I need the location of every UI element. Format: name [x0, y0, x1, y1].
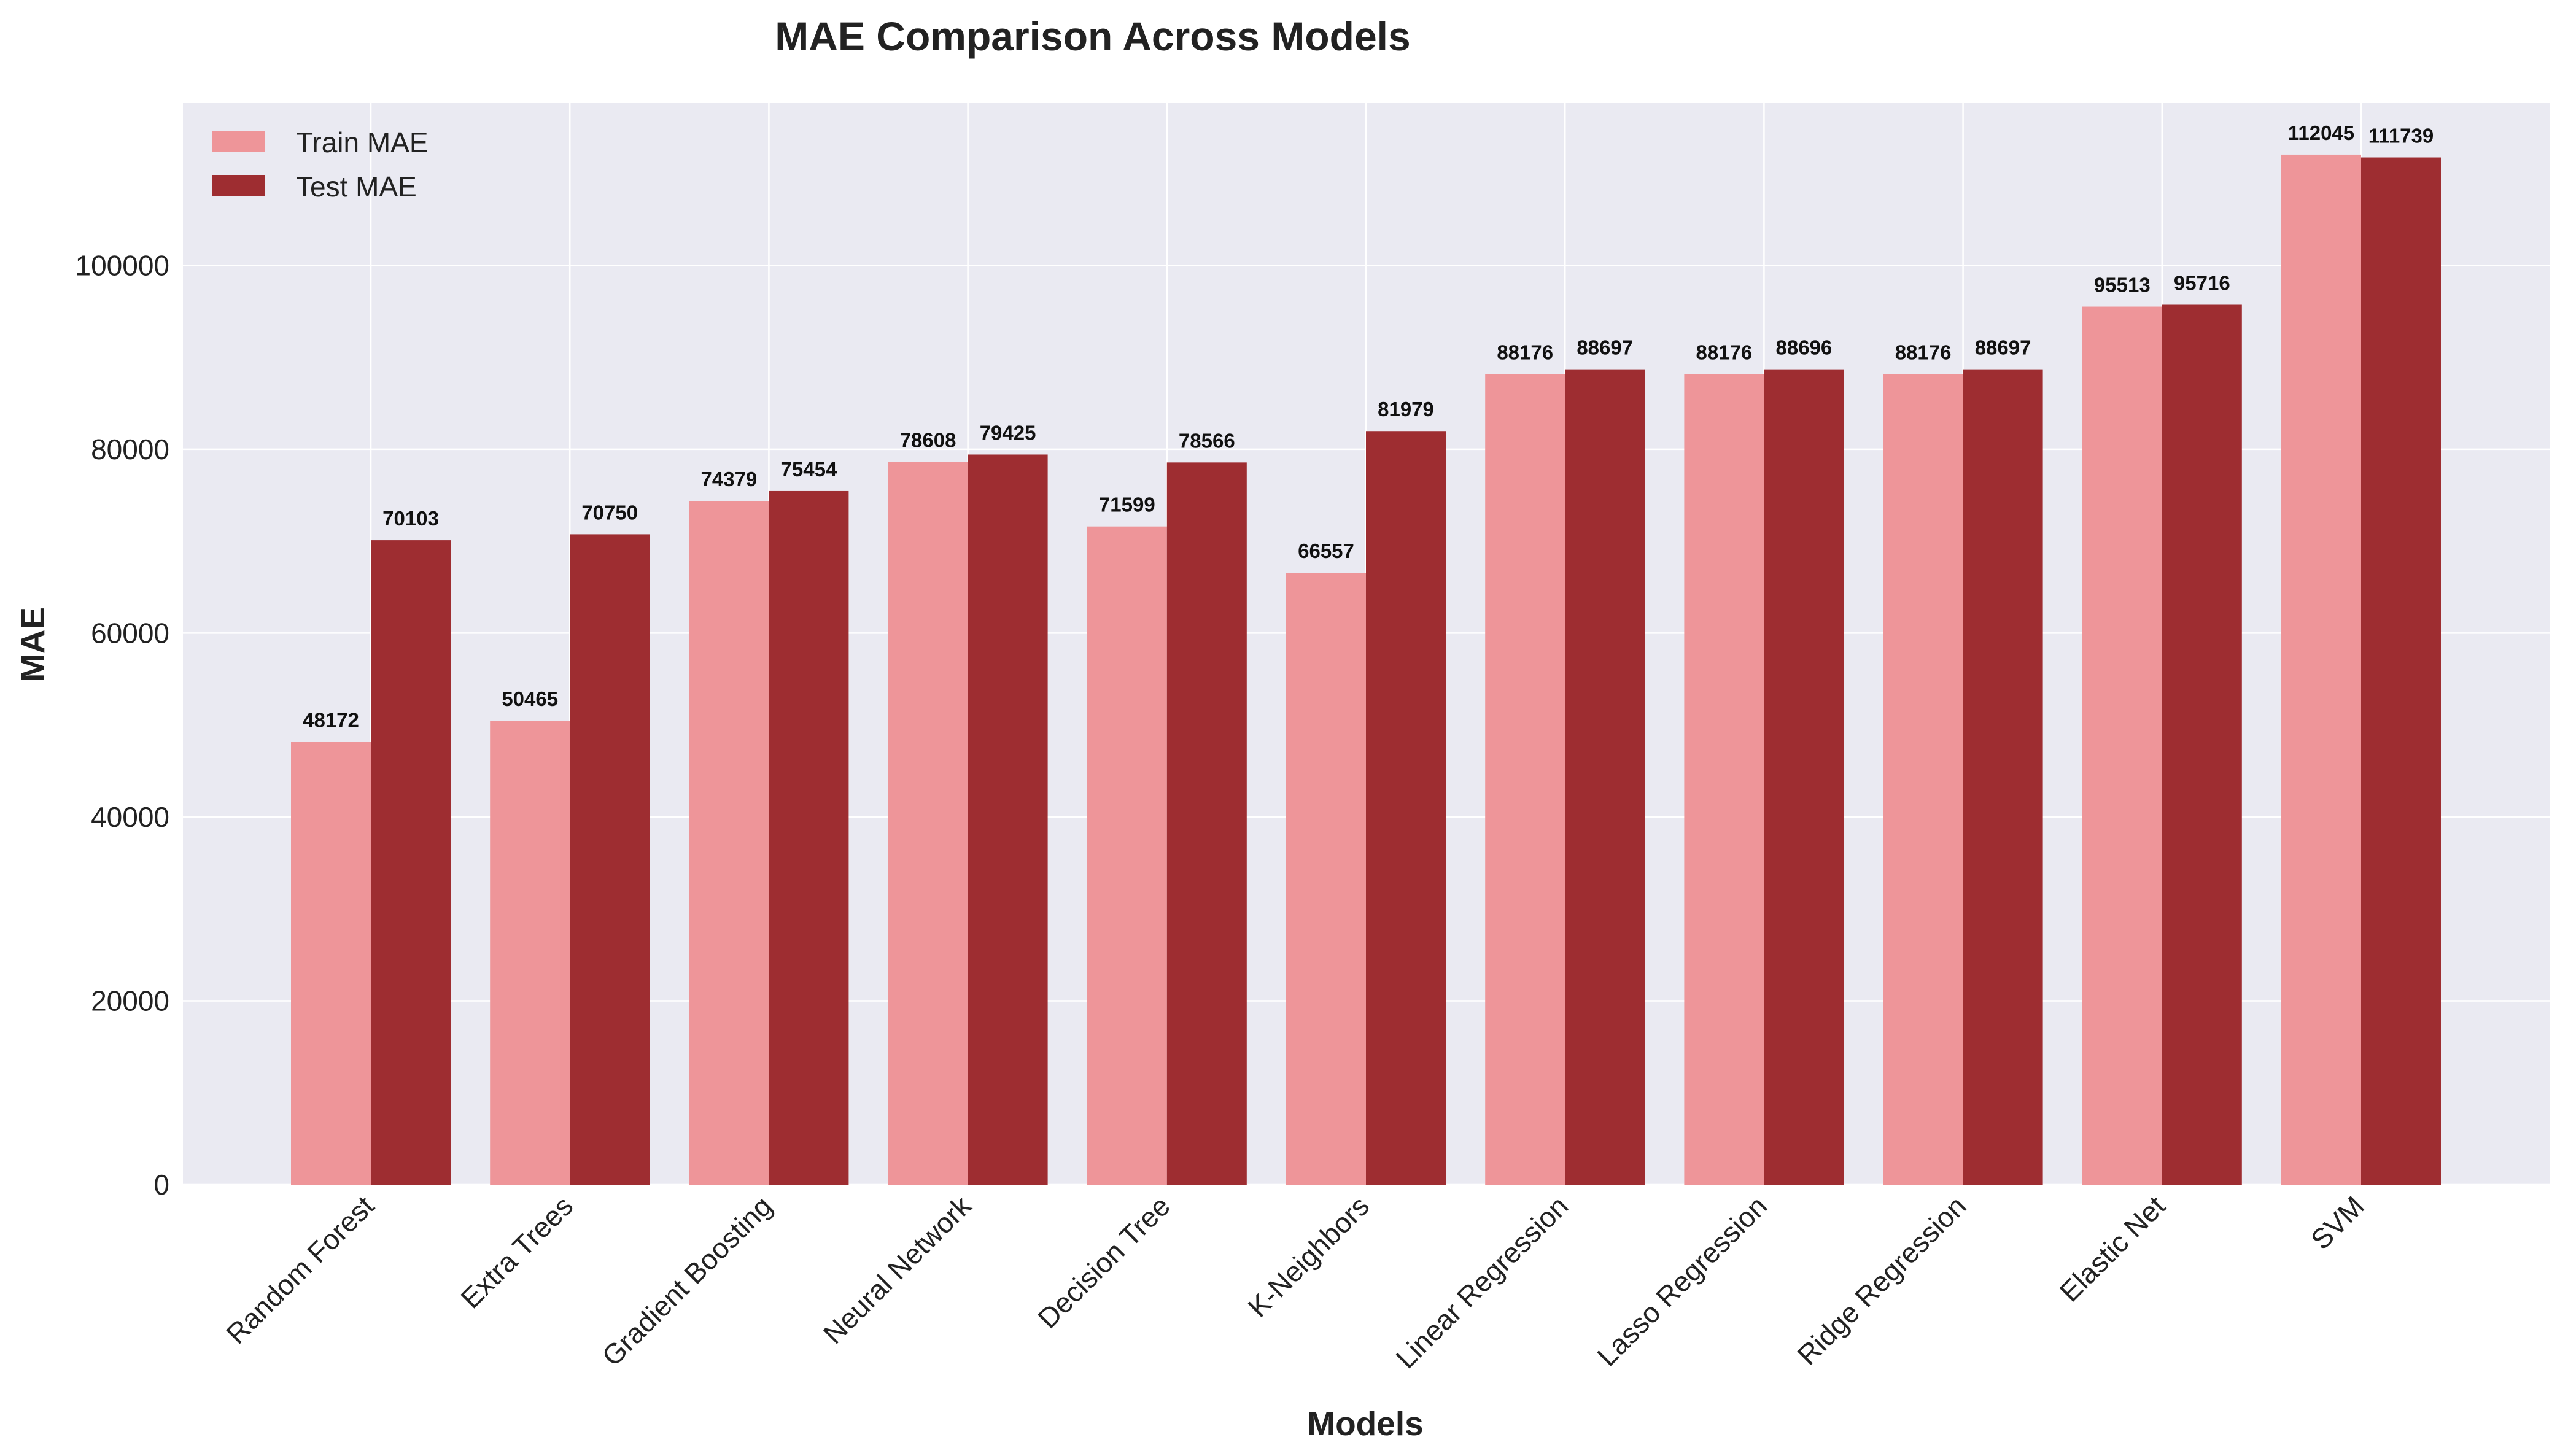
test-mae-bar [371, 540, 451, 1185]
train-mae-value-label: 88176 [1696, 341, 1753, 363]
train-mae-bar [689, 501, 769, 1185]
x-axis-label: Models [1307, 1404, 1423, 1442]
test-mae-bar [2361, 157, 2441, 1185]
train-mae-value-label: 74379 [701, 468, 758, 490]
x-tick-labels: Random Forest Extra Trees Gradient Boostin… [220, 1190, 2370, 1374]
x-tick-label: SVM [2305, 1190, 2370, 1255]
legend-label-test: Test MAE [296, 171, 417, 203]
legend-swatch-test [212, 175, 265, 196]
test-mae-value-label: 88696 [1776, 336, 1833, 359]
test-mae-value-label: 111739 [2368, 125, 2434, 147]
test-mae-bar [1166, 462, 1247, 1185]
test-mae-value-label: 88697 [1975, 336, 2031, 359]
legend-label-train: Train MAE [296, 126, 429, 158]
chart-title: MAE Comparison Across Models [775, 14, 1410, 59]
test-mae-bar [1565, 369, 1645, 1185]
test-mae-bar [1366, 431, 1446, 1185]
x-tick-label: Extra Trees [454, 1190, 579, 1314]
train-mae-bar [2082, 306, 2162, 1185]
train-mae-bar [1286, 573, 1366, 1185]
train-mae-bar [2281, 154, 2361, 1185]
data-labels-group: 48172 70103 50465 70750 74379 75454 78608 79425… [303, 122, 2434, 732]
y-tick-label: 0 [153, 1169, 169, 1201]
train-mae-value-label: 71599 [1099, 494, 1155, 516]
test-mae-value-label: 70103 [382, 507, 439, 530]
train-mae-value-label: 50465 [502, 687, 558, 710]
train-mae-bar [888, 462, 968, 1185]
test-mae-bar [2162, 304, 2242, 1185]
x-tick-label: Decision Tree [1031, 1190, 1176, 1334]
test-mae-value-label: 75454 [781, 458, 837, 481]
test-mae-bar [769, 490, 849, 1185]
x-tick-label: Elastic Net [2054, 1190, 2171, 1307]
x-tick-label: Random Forest [220, 1190, 380, 1350]
x-tick-label: Lasso Regression [1591, 1190, 1773, 1372]
test-mae-value-label: 78566 [1179, 429, 1235, 452]
train-mae-bar [1087, 526, 1167, 1185]
test-mae-value-label: 88697 [1577, 336, 1633, 359]
train-mae-value-label: 95513 [2094, 274, 2151, 296]
test-mae-value-label: 95716 [2174, 271, 2230, 294]
train-mae-value-label: 48172 [303, 709, 359, 732]
y-tick-label: 100000 [76, 249, 170, 281]
y-tick-label: 60000 [91, 617, 169, 649]
train-mae-value-label: 88176 [1497, 341, 1553, 363]
x-tick-label: Neural Network [817, 1190, 978, 1350]
test-mae-value-label: 81979 [1378, 398, 1434, 420]
test-mae-bar [1764, 369, 1844, 1185]
y-axis-label: MAE [14, 607, 52, 682]
x-tick-label: K-Neighbors [1242, 1190, 1376, 1323]
train-mae-value-label: 66557 [1298, 540, 1354, 562]
train-mae-bar [291, 742, 371, 1185]
bars-group [291, 154, 2441, 1185]
y-tick-label: 40000 [91, 801, 169, 833]
train-mae-bar [1485, 374, 1565, 1185]
test-mae-bar [1963, 369, 2043, 1185]
test-mae-value-label: 70750 [581, 501, 638, 524]
train-mae-value-label: 78608 [900, 429, 956, 452]
legend-swatch-train [212, 131, 265, 152]
test-mae-bar [570, 534, 650, 1185]
test-mae-bar [968, 454, 1048, 1185]
train-mae-value-label: 88176 [1895, 341, 1952, 363]
test-mae-value-label: 79425 [980, 421, 1036, 444]
train-mae-bar [1883, 374, 1963, 1185]
legend: Train MAE Test MAE [212, 126, 429, 203]
x-tick-label: Linear Regression [1390, 1190, 1575, 1374]
y-tick-label: 20000 [91, 985, 169, 1016]
train-mae-bar [490, 721, 570, 1185]
train-mae-bar [1684, 374, 1764, 1185]
train-mae-value-label: 112045 [2288, 122, 2354, 144]
x-tick-label: Gradient Boosting [595, 1190, 778, 1372]
x-tick-label: Ridge Regression [1791, 1190, 1972, 1371]
y-tick-labels: 0 20000 40000 60000 80000 100000 [76, 249, 170, 1201]
y-tick-label: 80000 [91, 433, 169, 465]
